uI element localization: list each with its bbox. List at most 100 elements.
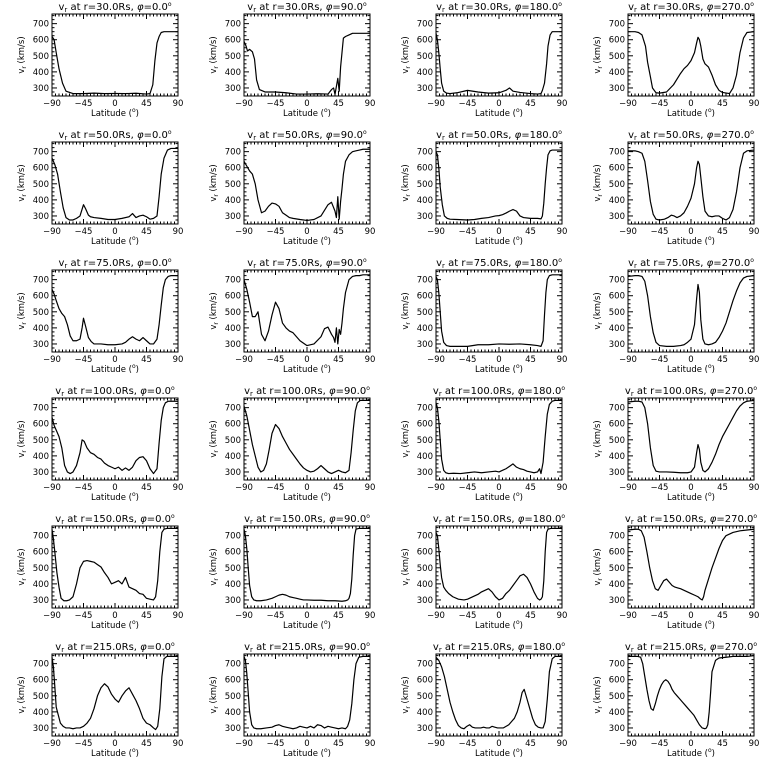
vr-latitude-line bbox=[435, 149, 562, 221]
y-axis-label: vr (km/s) bbox=[593, 420, 604, 457]
y-tick-label: 600 bbox=[225, 548, 241, 558]
vr-latitude-line bbox=[243, 274, 370, 347]
panel-23: vr at r=215.0Rs, φ=270.0o 300 400 500 600 700… bbox=[593, 641, 759, 759]
plot-frame bbox=[243, 525, 371, 609]
y-tick-label: 300 bbox=[609, 340, 625, 350]
x-axis-label: Latitude (o) bbox=[475, 107, 523, 119]
panel-title: vr at r=30.0Rs, φ=180.0o bbox=[436, 1, 562, 14]
x-tick-label: 0 bbox=[688, 483, 693, 493]
y-tick-label: 700 bbox=[609, 20, 625, 30]
y-axis-label: vr (km/s) bbox=[17, 36, 28, 73]
y-tick-label: 500 bbox=[225, 180, 241, 190]
x-axis-label: Latitude (o) bbox=[475, 235, 523, 247]
y-tick-label: 700 bbox=[417, 20, 433, 30]
y-tick-label: 300 bbox=[417, 724, 433, 734]
y-tick-label: 600 bbox=[417, 164, 433, 174]
y-tick-label: 700 bbox=[225, 20, 241, 30]
x-axis-label: Latitude (o) bbox=[667, 107, 715, 119]
y-tick-label: 700 bbox=[225, 148, 241, 158]
panel-9: vr at r=75.0Rs, φ=90.0o 300 400 500 600 700 −9… bbox=[209, 257, 375, 375]
y-tick-label: 600 bbox=[225, 36, 241, 46]
x-tick-label: 90 bbox=[557, 611, 568, 621]
y-tick-label: 400 bbox=[225, 452, 241, 462]
plot-frame bbox=[243, 397, 371, 481]
y-tick-label: 500 bbox=[609, 308, 625, 318]
x-tick-label: 0 bbox=[688, 739, 693, 749]
vr-latitude-line bbox=[51, 527, 178, 602]
y-tick-label: 300 bbox=[609, 596, 625, 606]
panel-title: vr at r=50.0Rs, φ=0.0o bbox=[58, 129, 171, 142]
y-tick-label: 500 bbox=[609, 436, 625, 446]
y-tick-label: 700 bbox=[33, 148, 49, 158]
x-tick-label: −45 bbox=[75, 99, 93, 109]
plot-frame bbox=[627, 141, 755, 225]
x-tick-label: −45 bbox=[651, 227, 669, 237]
x-tick-label: 90 bbox=[749, 99, 760, 109]
plot-frame bbox=[627, 397, 755, 481]
x-tick-label: −45 bbox=[267, 227, 285, 237]
y-tick-label: 300 bbox=[33, 724, 49, 734]
x-tick-label: 90 bbox=[173, 355, 184, 365]
x-tick-label: 90 bbox=[557, 739, 568, 749]
vr-latitude-line bbox=[435, 527, 562, 601]
plot-frame bbox=[435, 653, 563, 737]
y-tick-label: 400 bbox=[417, 580, 433, 590]
x-tick-label: 90 bbox=[173, 483, 184, 493]
x-tick-label: 0 bbox=[112, 99, 117, 109]
y-tick-label: 700 bbox=[417, 276, 433, 286]
x-axis-label: Latitude (o) bbox=[667, 363, 715, 375]
x-tick-label: 45 bbox=[717, 611, 728, 621]
panel-22: vr at r=215.0Rs, φ=180.0o 300 400 500 600 700… bbox=[401, 641, 567, 759]
panel-title: vr at r=30.0Rs, φ=0.0o bbox=[58, 1, 171, 14]
x-tick-label: 0 bbox=[496, 483, 501, 493]
x-tick-label: 0 bbox=[304, 739, 309, 749]
panel-16: vr at r=150.0Rs, φ=0.0o 300 400 500 600 700 −9… bbox=[17, 513, 183, 631]
panel-title: vr at r=75.0Rs, φ=270.0o bbox=[628, 257, 754, 270]
y-tick-label: 700 bbox=[609, 148, 625, 158]
vr-latitude-line bbox=[243, 32, 370, 95]
x-tick-label: 45 bbox=[333, 99, 344, 109]
x-tick-label: 45 bbox=[525, 483, 536, 493]
x-tick-label: −90 bbox=[43, 99, 61, 109]
x-tick-label: 0 bbox=[496, 99, 501, 109]
x-axis-label: Latitude (o) bbox=[283, 619, 331, 631]
x-tick-label: −45 bbox=[459, 227, 477, 237]
vr-latitude-line bbox=[243, 527, 370, 602]
vr-latitude-line bbox=[51, 275, 178, 346]
x-tick-label: 45 bbox=[333, 611, 344, 621]
panel-15: vr at r=100.0Rs, φ=270.0o 300 400 500 600 700… bbox=[593, 385, 759, 503]
panel-title: vr at r=75.0Rs, φ=0.0o bbox=[58, 257, 171, 270]
y-tick-label: 400 bbox=[33, 68, 49, 78]
x-axis-label: Latitude (o) bbox=[283, 235, 331, 247]
y-tick-label: 500 bbox=[609, 52, 625, 62]
panel-title: vr at r=215.0Rs, φ=180.0o bbox=[433, 641, 565, 654]
x-tick-label: 0 bbox=[496, 227, 501, 237]
y-tick-label: 700 bbox=[225, 276, 241, 286]
x-tick-label: 90 bbox=[749, 611, 760, 621]
x-tick-label: 0 bbox=[496, 611, 501, 621]
x-tick-label: 0 bbox=[304, 355, 309, 365]
x-tick-label: −45 bbox=[75, 739, 93, 749]
vr-latitude-line bbox=[435, 31, 562, 95]
x-tick-label: 90 bbox=[749, 227, 760, 237]
x-tick-label: 0 bbox=[304, 227, 309, 237]
x-tick-label: 90 bbox=[173, 227, 184, 237]
x-tick-label: −90 bbox=[235, 227, 253, 237]
x-tick-label: −45 bbox=[651, 483, 669, 493]
y-tick-label: 500 bbox=[33, 436, 49, 446]
panel-14: vr at r=100.0Rs, φ=180.0o 300 400 500 600 700… bbox=[401, 385, 567, 503]
y-tick-label: 500 bbox=[225, 692, 241, 702]
panel-title: vr at r=75.0Rs, φ=180.0o bbox=[436, 257, 562, 270]
y-tick-label: 400 bbox=[417, 324, 433, 334]
vr-latitude-line bbox=[51, 147, 178, 221]
x-tick-label: 0 bbox=[688, 611, 693, 621]
y-tick-label: 500 bbox=[417, 180, 433, 190]
y-axis-label: vr (km/s) bbox=[209, 292, 220, 329]
y-tick-label: 400 bbox=[609, 324, 625, 334]
y-tick-label: 600 bbox=[33, 164, 49, 174]
y-axis-label: vr (km/s) bbox=[17, 292, 28, 329]
plot-frame bbox=[627, 653, 755, 737]
x-tick-label: −45 bbox=[459, 483, 477, 493]
x-tick-label: 90 bbox=[749, 483, 760, 493]
